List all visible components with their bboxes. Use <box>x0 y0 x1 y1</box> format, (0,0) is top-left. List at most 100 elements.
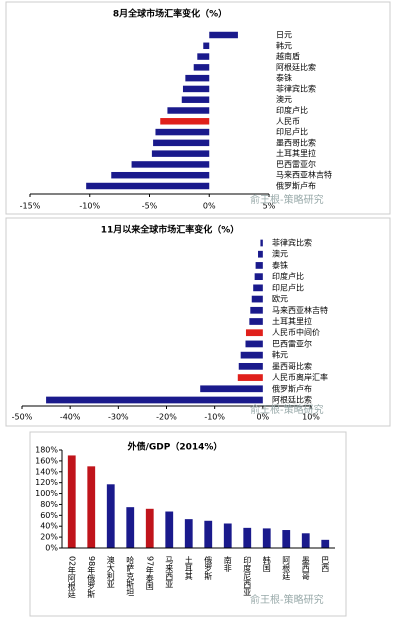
category-label: 韩元 <box>272 350 288 360</box>
y-tick-label: 60% <box>40 511 58 520</box>
bar <box>200 385 263 393</box>
category-label: 巴西雷亚尔 <box>272 338 312 348</box>
category-label: 马来西亚林吉特 <box>272 305 328 315</box>
category-label: 巴西雷亚尔 <box>276 159 316 169</box>
bar <box>160 118 210 125</box>
category-label: 俄罗斯 <box>204 555 213 581</box>
bar <box>86 182 210 190</box>
watermark: 俞王根-策略研究 <box>250 593 324 606</box>
x-tick-label: 5% <box>263 202 276 211</box>
bar <box>243 527 252 548</box>
category-label: 阿根廷比索 <box>276 62 316 72</box>
bar <box>106 484 115 548</box>
bar <box>255 262 263 269</box>
y-tick-label: 0% <box>45 544 58 553</box>
y-tick-label: 160% <box>35 456 58 465</box>
category-label: 印度卢比 <box>276 105 308 115</box>
x-tick-label: -50% <box>12 413 33 422</box>
frame <box>5 217 391 427</box>
category-label: 墨西哥比索 <box>276 137 316 147</box>
bar <box>251 295 263 303</box>
category-label: 泰铢 <box>272 260 288 270</box>
y-tick-label: 180% <box>35 446 58 455</box>
x-tick-label: -5% <box>142 202 158 211</box>
x-tick-label: -20% <box>156 413 177 422</box>
bar <box>197 53 210 60</box>
bar <box>131 161 210 168</box>
bar <box>253 284 263 292</box>
x-tick-label: -40% <box>60 413 81 422</box>
category-label: 哈萨克斯坦 <box>126 555 135 596</box>
category-label: 印度卢比 <box>272 271 304 281</box>
watermark: 俞王根-策略研究 <box>250 193 324 206</box>
category-label: 土耳其 <box>184 555 193 581</box>
bar <box>250 306 263 314</box>
category-label: 人民币 <box>276 117 300 126</box>
category-label: 泰铢 <box>276 73 292 83</box>
category-label: 马来西亚 <box>165 556 174 588</box>
x-tick-label: 10% <box>302 413 320 422</box>
bar <box>155 128 210 136</box>
bar <box>111 171 210 179</box>
bar <box>167 107 210 114</box>
bar <box>67 455 76 548</box>
bar <box>245 340 263 348</box>
category-label: 阿根廷 <box>282 556 291 581</box>
bar <box>240 351 263 359</box>
bar <box>223 523 232 548</box>
x-tick-label: -10% <box>79 202 100 211</box>
category-label: 韩元 <box>276 40 292 50</box>
category-label: 菲律宾比索 <box>276 83 316 93</box>
category-label: 马来西亚林吉特 <box>276 170 332 180</box>
bar <box>126 507 135 548</box>
x-tick-label: -15% <box>20 202 41 211</box>
category-label: 澳元 <box>276 94 292 104</box>
y-tick-label: 20% <box>40 533 58 542</box>
bar <box>260 239 263 247</box>
category-label: 印度尼西亚 <box>243 556 252 596</box>
bar <box>249 318 263 325</box>
category-label: 02年阿根廷 <box>67 556 76 599</box>
category-label: 土耳其里拉 <box>272 316 312 326</box>
bar <box>237 374 263 381</box>
category-label: 越南盾 <box>276 51 300 61</box>
y-tick-label: 120% <box>35 478 58 487</box>
category-label: 菲律宾比索 <box>272 238 312 248</box>
bar <box>321 539 330 548</box>
bar <box>193 64 210 71</box>
bar <box>184 519 193 548</box>
x-tick-label: -30% <box>108 413 129 422</box>
bar <box>181 96 210 103</box>
chart-title: 11月以来全球市场汇率变化（%） <box>101 224 240 236</box>
category-label: 人民币中间价 <box>272 327 320 337</box>
bar <box>258 250 263 258</box>
bar <box>185 74 210 82</box>
bar <box>301 533 310 548</box>
category-label: 日元 <box>276 31 292 40</box>
y-tick-label: 100% <box>35 489 58 498</box>
bar <box>182 85 210 93</box>
category-label: 阿根廷比索 <box>272 395 312 405</box>
category-label: 巴西 <box>321 556 330 573</box>
bar <box>204 520 213 548</box>
category-label: 欧元 <box>272 294 288 304</box>
watermark: 俞王根-策略研究 <box>250 403 324 416</box>
bar <box>245 329 263 337</box>
x-tick-label: -10% <box>204 413 225 422</box>
y-tick-label: 40% <box>40 522 58 531</box>
bar <box>209 31 238 39</box>
bar <box>145 508 154 548</box>
bar <box>262 528 271 548</box>
category-label: 墨西哥比索 <box>272 361 312 371</box>
category-label: 南非 <box>223 555 232 573</box>
chart-title: 8月全球市场汇率变化（%） <box>113 8 227 20</box>
category-label: 澳大利亚 <box>106 555 115 588</box>
bar <box>153 139 210 147</box>
category-label: 印尼卢比 <box>276 127 308 137</box>
category-label: 97年泰国 <box>145 556 154 591</box>
x-tick-label: 0% <box>203 202 216 211</box>
category-label: 土耳其里拉 <box>276 148 316 158</box>
bar <box>254 273 263 281</box>
frame <box>5 1 391 215</box>
